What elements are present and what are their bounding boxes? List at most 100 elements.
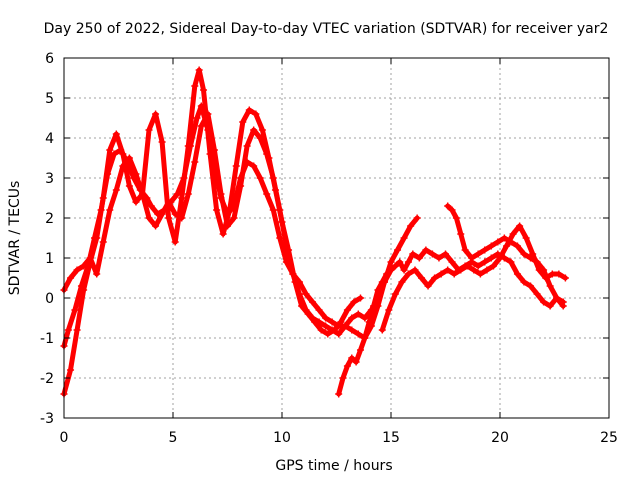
data-point: [444, 266, 452, 274]
data-point: [339, 374, 347, 382]
data-point: [409, 250, 417, 258]
data-point: [302, 306, 310, 314]
data-point: [457, 230, 465, 238]
data-point: [396, 258, 404, 266]
data-point: [450, 270, 458, 278]
data-point: [424, 282, 432, 290]
data-point: [71, 306, 79, 314]
data-point: [529, 250, 537, 258]
data-point: [335, 390, 343, 398]
data-point: [356, 294, 364, 302]
data-point: [354, 330, 362, 338]
data-point: [383, 270, 391, 278]
y-tick-label: 5: [45, 91, 54, 107]
data-point: [106, 146, 114, 154]
data-point: [263, 150, 271, 158]
data-point: [193, 114, 201, 122]
data-point: [337, 318, 345, 326]
data-point: [404, 258, 412, 266]
data-point: [245, 106, 253, 114]
data-point: [356, 346, 364, 354]
data-point: [256, 174, 264, 182]
data-point: [276, 206, 284, 214]
data-point: [387, 258, 395, 266]
series-track-4: [335, 246, 567, 398]
data-point: [452, 214, 460, 222]
data-point: [132, 198, 140, 206]
data-point: [555, 270, 563, 278]
x-axis-title: GPS time / hours: [275, 458, 392, 474]
data-point: [481, 258, 489, 266]
data-point: [269, 206, 277, 214]
data-point: [328, 326, 336, 334]
chart-title: Day 250 of 2022, Sidereal Day-to-day VTE…: [44, 21, 609, 37]
data-point: [165, 214, 173, 222]
data-point: [125, 182, 133, 190]
data-point: [404, 270, 412, 278]
data-point: [378, 326, 386, 334]
y-tick-label: -3: [40, 411, 54, 427]
data-point: [513, 270, 521, 278]
data-point: [191, 82, 199, 90]
grid: [64, 58, 609, 418]
data-point: [378, 278, 386, 286]
data-point: [239, 118, 247, 126]
data-point: [394, 246, 402, 254]
data-point: [370, 302, 378, 310]
data-point: [138, 190, 146, 198]
data-point: [365, 318, 373, 326]
data-point: [348, 354, 356, 362]
data-point: [315, 306, 323, 314]
data-point: [559, 302, 567, 310]
data-point: [328, 318, 336, 326]
data-point: [348, 314, 356, 322]
y-tick-label: -2: [40, 371, 54, 387]
data-point: [252, 110, 260, 118]
series-track-6: [444, 202, 567, 310]
data-point: [411, 266, 419, 274]
data-point: [93, 270, 101, 278]
data-point: [191, 158, 199, 166]
data-point: [158, 210, 166, 218]
data-point: [64, 326, 72, 334]
data-point: [489, 262, 497, 270]
axis-ticks: 0 5 10 15 20 25 -3 -2 -1 0 1 2 3 4 5 6: [40, 51, 618, 446]
data-point: [250, 162, 258, 170]
data-point: [178, 194, 186, 202]
data-point: [237, 182, 245, 190]
data-point: [256, 134, 264, 142]
data-point: [385, 306, 393, 314]
data-point: [520, 278, 528, 286]
data-point: [398, 278, 406, 286]
data-point: [400, 234, 408, 242]
data-point: [431, 274, 439, 282]
x-tick-label: 0: [60, 430, 69, 446]
data-point: [219, 230, 227, 238]
data-point: [195, 66, 203, 74]
data-point: [67, 274, 75, 282]
x-tick-label: 25: [600, 430, 618, 446]
data-point: [474, 262, 482, 270]
data-point: [302, 290, 310, 298]
data-point: [343, 306, 351, 314]
y-tick-label: 3: [45, 171, 54, 187]
y-axis-title: SDTVAR / TECUs: [7, 181, 23, 296]
data-point: [276, 234, 284, 242]
data-point: [415, 254, 423, 262]
data-point: [516, 222, 524, 230]
data-point: [470, 266, 478, 274]
data-point: [184, 142, 192, 150]
data-point: [99, 194, 107, 202]
data-point: [361, 314, 369, 322]
data-point: [147, 202, 155, 210]
data-point: [487, 242, 495, 250]
data-point: [73, 266, 81, 274]
data-point: [391, 290, 399, 298]
data-point: [184, 190, 192, 198]
data-point: [354, 310, 362, 318]
data-point: [80, 286, 88, 294]
data-point: [226, 206, 234, 214]
series-track-5: [378, 222, 569, 334]
data-point: [561, 274, 569, 282]
data-point: [418, 274, 426, 282]
